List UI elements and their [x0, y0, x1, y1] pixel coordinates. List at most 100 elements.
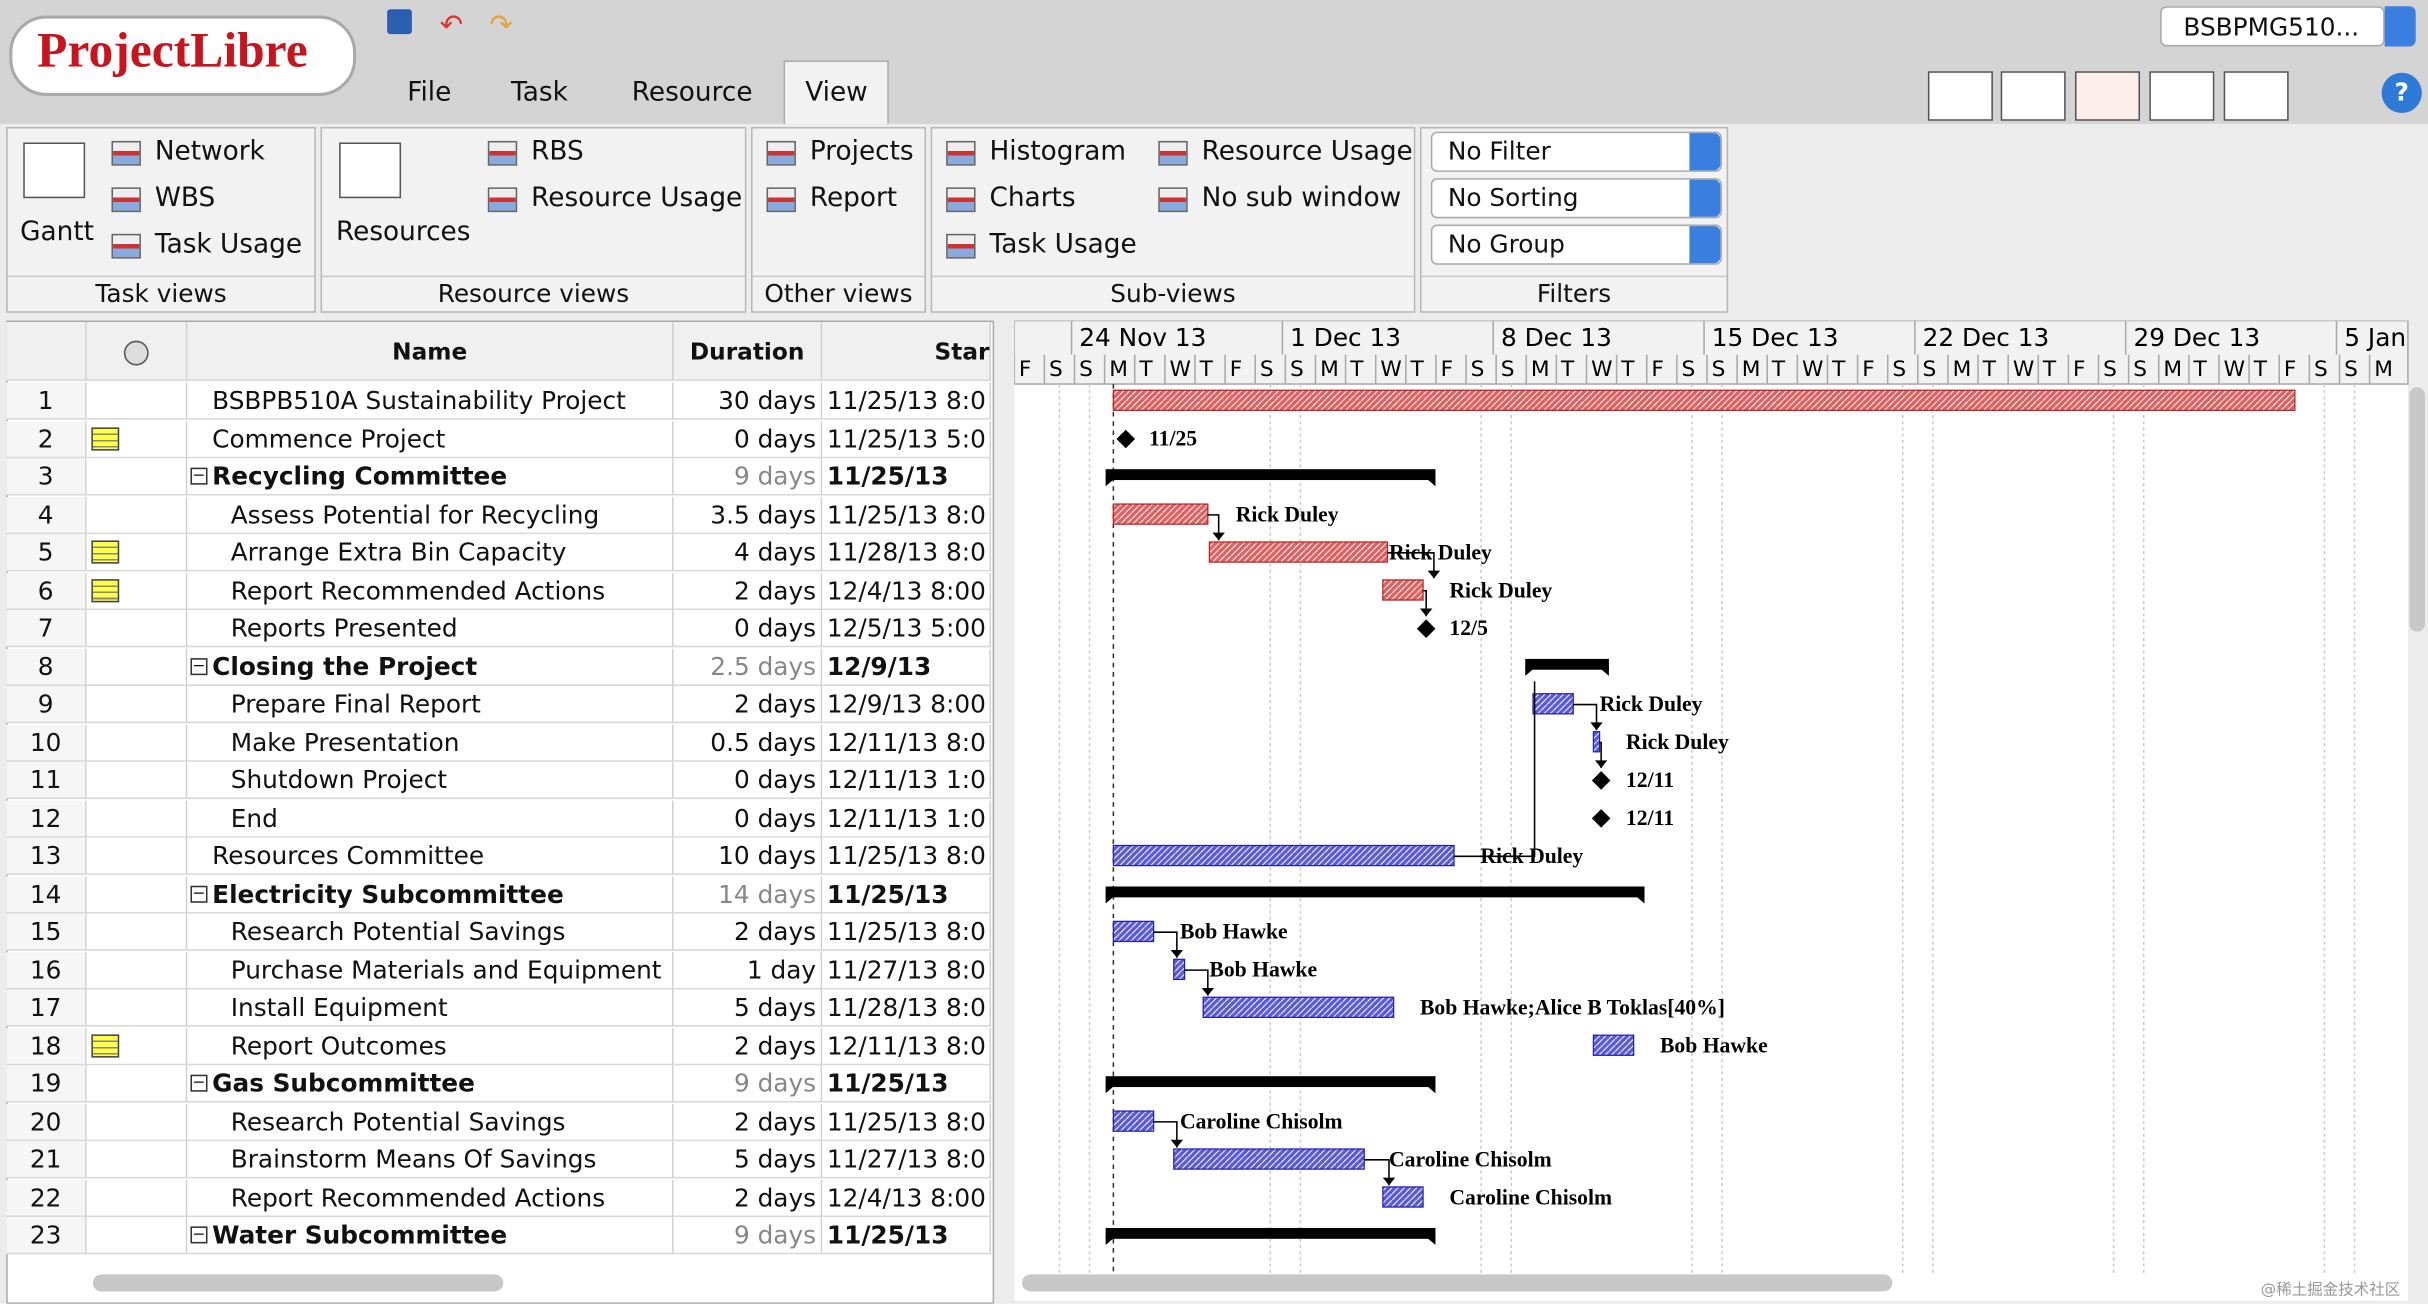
ribbon-button[interactable]: WBS: [154, 182, 216, 214]
task-duration: 9 days: [673, 1217, 823, 1255]
row-number: 9: [6, 685, 87, 724]
indicator-cell: [86, 723, 188, 762]
ribbon-button[interactable]: Charts: [989, 182, 1076, 214]
collapse-toggle[interactable]: −: [190, 1226, 208, 1244]
collapse-toggle[interactable]: −: [190, 467, 208, 485]
ribbon-icon: [1158, 140, 1188, 166]
ribbon-button[interactable]: Network: [154, 136, 265, 168]
task-name[interactable]: Arrange Extra Bin Capacity: [187, 534, 674, 572]
table-scrollbar[interactable]: [92, 1274, 504, 1292]
bar-label: Caroline Chisolm: [1449, 1185, 1612, 1209]
gantt-hscroll[interactable]: [1022, 1274, 1893, 1292]
day-label: F: [1651, 357, 1663, 382]
redo-button[interactable]: ↷: [489, 9, 513, 42]
day-label: W: [2224, 357, 2245, 382]
task-start: 12/4/13 8:00: [822, 572, 992, 610]
task-name[interactable]: Report Recommended Actions: [187, 1179, 674, 1217]
task-name[interactable]: Assess Potential for Recycling: [187, 496, 674, 534]
ribbon-group-label: Resource views: [322, 275, 745, 312]
toolbar-blank[interactable]: [2223, 71, 2289, 121]
collapse-toggle[interactable]: −: [190, 657, 208, 675]
filter-dropdown[interactable]: No Group: [1430, 224, 1722, 265]
menu-item[interactable]: View: [805, 77, 868, 109]
help-button[interactable]: ?: [2381, 72, 2422, 114]
ribbon-button[interactable]: Resource Usage: [531, 182, 743, 214]
project-selector[interactable]: BSBPMG510...: [2160, 6, 2385, 47]
ribbon-icon: [766, 187, 796, 213]
selector-arrow[interactable]: [2384, 6, 2416, 47]
day-label: T: [1771, 357, 1786, 382]
task-name[interactable]: Electricity Subcommittee: [187, 875, 674, 913]
toolbar-charts[interactable]: [2000, 71, 2066, 121]
task-bar: [1173, 958, 1186, 981]
gantt-vscroll[interactable]: [2409, 387, 2425, 632]
menu-item[interactable]: Resource: [631, 77, 753, 109]
task-name[interactable]: Report Recommended Actions: [187, 572, 674, 610]
task-name[interactable]: End: [187, 799, 674, 837]
ribbon-button[interactable]: Task Usage: [989, 229, 1137, 261]
filter-dropdown[interactable]: No Filter: [1430, 131, 1722, 172]
task-name[interactable]: Reports Presented: [187, 610, 674, 648]
day-label: W: [1380, 357, 1401, 382]
task-name[interactable]: Purchase Materials and Equipment: [187, 951, 674, 989]
column-header[interactable]: Duration: [673, 322, 823, 381]
task-start: 11/28/13 8:0: [822, 534, 992, 572]
dropdown-arrow[interactable]: [1689, 179, 1721, 217]
dropdown-arrow[interactable]: [1689, 133, 1721, 171]
task-duration: 2 days: [673, 1179, 823, 1217]
day-label: T: [2193, 357, 2208, 382]
milestone: [1116, 429, 1136, 449]
task-name[interactable]: Shutdown Project: [187, 761, 674, 800]
ribbon-button[interactable]: Gantt: [20, 216, 94, 248]
week-label: 29 Dec 13: [2133, 323, 2260, 352]
task-name[interactable]: Make Presentation: [187, 723, 674, 762]
collapse-toggle[interactable]: −: [190, 1074, 208, 1092]
ribbon-button[interactable]: No sub window: [1201, 182, 1402, 214]
toolbar-histogram[interactable]: [1927, 71, 1993, 121]
task-name[interactable]: Gas Subcommittee: [187, 1065, 674, 1103]
task-duration: 14 days: [673, 875, 823, 913]
note-icon: [91, 426, 120, 450]
toolbar-usage[interactable]: [2074, 71, 2141, 121]
day-label: T: [1199, 357, 1214, 382]
ribbon-button[interactable]: Resource Usage: [1201, 136, 1413, 168]
bar-label: Caroline Chisolm: [1180, 1109, 1343, 1133]
ribbon-button[interactable]: Report: [809, 182, 898, 214]
column-header[interactable]: Star: [822, 322, 992, 381]
task-name[interactable]: Closing the Project: [187, 648, 674, 686]
menu-item[interactable]: Task: [511, 77, 568, 109]
filter-dropdown[interactable]: No Sorting: [1430, 178, 1722, 219]
ribbon-icon: [487, 187, 518, 213]
task-name[interactable]: Water Subcommittee: [187, 1217, 674, 1255]
column-header[interactable]: Name: [187, 322, 674, 381]
undo-button[interactable]: ↶: [439, 9, 464, 42]
ribbon-button[interactable]: Projects: [809, 136, 914, 168]
task-name[interactable]: Resources Committee: [187, 837, 674, 875]
task-duration: 9 days: [673, 458, 823, 496]
dropdown-arrow[interactable]: [1689, 226, 1721, 264]
menu-item[interactable]: File: [407, 77, 452, 109]
task-name[interactable]: Commence Project: [187, 420, 674, 458]
ribbon-button[interactable]: Resources: [336, 216, 471, 248]
task-name[interactable]: Research Potential Savings: [187, 1103, 674, 1141]
task-name[interactable]: Research Potential Savings: [187, 913, 674, 951]
task-name[interactable]: Report Outcomes: [187, 1027, 674, 1065]
bar-label: Rick Duley: [1449, 578, 1552, 602]
column-header[interactable]: [6, 322, 87, 381]
day-label: M: [1320, 357, 1339, 382]
ribbon-button[interactable]: Histogram: [989, 136, 1127, 168]
task-name[interactable]: Brainstorm Means Of Savings: [187, 1141, 674, 1179]
task-name[interactable]: Recycling Committee: [187, 458, 674, 496]
task-duration: 2 days: [673, 1027, 823, 1065]
task-start: 12/11/13 8:0: [822, 723, 992, 762]
task-name[interactable]: BSBPB510A Sustainability Project: [187, 382, 674, 420]
collapse-toggle[interactable]: −: [190, 884, 208, 903]
task-name[interactable]: Prepare Final Report: [187, 685, 674, 724]
day-label: T: [1620, 357, 1635, 382]
dependency-head: [1212, 532, 1225, 541]
task-name[interactable]: Install Equipment: [187, 989, 674, 1027]
save-button[interactable]: [387, 9, 412, 35]
ribbon-button[interactable]: Task Usage: [154, 229, 303, 261]
ribbon-button[interactable]: RBS: [531, 136, 584, 168]
toolbar-task-usage[interactable]: [2149, 71, 2215, 121]
